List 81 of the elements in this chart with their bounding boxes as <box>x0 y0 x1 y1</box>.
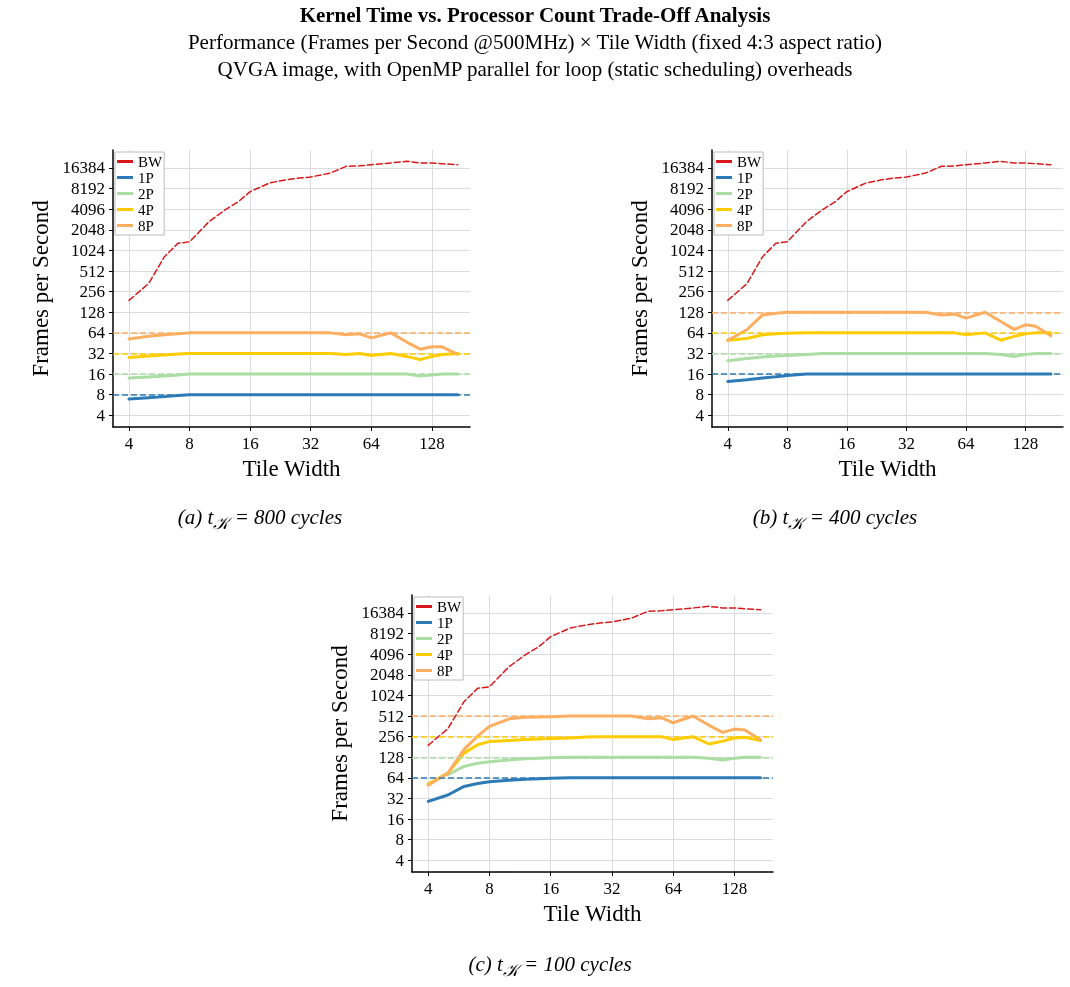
x-tick-label: 16 <box>838 434 856 453</box>
y-tick-label: 1024 <box>670 240 705 260</box>
y-tick-label: 64 <box>387 768 405 788</box>
x-tick-label: 4 <box>423 879 433 898</box>
x-tick-label: 128 <box>419 434 445 453</box>
y-tick-label: 128 <box>678 302 704 322</box>
legend-label: BW <box>138 153 163 170</box>
legend-label: 2P <box>437 630 453 647</box>
y-tick-label: 8 <box>96 385 105 405</box>
x-tick-label: 8 <box>185 434 194 453</box>
y-tick-label: 1024 <box>71 240 106 260</box>
y-tick-label: 256 <box>79 282 105 302</box>
legend-label: 1P <box>138 169 154 186</box>
y-tick-label: 16384 <box>661 158 705 178</box>
y-tick-label: 4 <box>96 405 106 425</box>
legend-label: BW <box>437 598 462 615</box>
x-tick-label: 16 <box>241 434 259 453</box>
x-tick-label: 8 <box>485 879 494 898</box>
x-tick-label: 32 <box>302 434 320 453</box>
x-tick-label: 64 <box>957 434 975 453</box>
y-tick-label: 32 <box>88 343 105 363</box>
y-tick-label: 2048 <box>370 665 404 685</box>
x-tick-label: 16 <box>542 879 560 898</box>
y-tick-label: 64 <box>88 323 106 343</box>
y-tick-label: 128 <box>79 302 105 322</box>
y-tick-label: 512 <box>678 261 704 281</box>
y-tick-label: 16384 <box>62 158 106 178</box>
legend-label: 8P <box>437 662 453 679</box>
y-tick-label: 8192 <box>71 179 105 199</box>
y-tick-label: 32 <box>387 788 404 808</box>
x-tick-label: 4 <box>723 434 733 453</box>
x-tick-label: 128 <box>1012 434 1039 453</box>
y-tick-label: 4096 <box>370 644 404 664</box>
y-tick-label: 128 <box>378 747 404 767</box>
y-tick-label: 512 <box>378 706 404 726</box>
y-tick-label: 8192 <box>670 179 704 199</box>
y-tick-label: 1024 <box>370 685 405 705</box>
y-tick-label: 256 <box>378 727 404 747</box>
x-axis-title: Tile Width <box>242 455 342 481</box>
x-axis-title: Tile Width <box>838 455 938 481</box>
x-tick-label: 32 <box>897 434 915 453</box>
x-tick-label: 4 <box>124 434 134 453</box>
x-tick-label: 32 <box>603 879 621 898</box>
y-tick-label: 4 <box>395 850 405 870</box>
text: Kernel Time vs. Processor Count Trade-Off Analysis <box>298 2 772 29</box>
legend-label: 8P <box>737 217 753 234</box>
legend-label: 1P <box>437 614 453 631</box>
y-tick-label: 8192 <box>370 624 404 644</box>
text: (b) t$_{𝒦}$ = 400 cycles <box>751 505 919 535</box>
legend-label: 1P <box>737 169 753 186</box>
y-tick-label: 4096 <box>71 199 105 219</box>
y-axis-title: Frames per Second <box>326 644 352 822</box>
y-tick-label: 16 <box>88 364 105 384</box>
y-axis-title: Frames per Second <box>626 199 652 377</box>
x-axis-title: Tile Width <box>543 900 643 926</box>
y-tick-label: 256 <box>678 282 704 302</box>
legend-label: BW <box>737 153 762 170</box>
y-tick-label: 4 <box>695 405 705 425</box>
y-tick-label: 16 <box>387 809 404 829</box>
legend-label: 4P <box>138 201 154 218</box>
text: (c) t$_{𝒦}$ = 100 cycles <box>467 952 633 982</box>
x-tick-label: 8 <box>783 434 792 453</box>
y-tick-label: 2048 <box>670 220 704 240</box>
y-tick-label: 2048 <box>71 220 105 240</box>
legend-label: 2P <box>737 185 753 202</box>
y-tick-label: 8 <box>395 830 404 850</box>
text: (a) t$_{𝒦}$ = 800 cycles <box>176 505 344 535</box>
y-axis-title: Frames per Second <box>27 199 53 377</box>
y-tick-label: 8 <box>695 385 704 405</box>
legend-label: 4P <box>437 646 453 663</box>
y-tick-label: 512 <box>79 261 105 281</box>
y-tick-label: 16384 <box>361 603 405 623</box>
legend-label: 4P <box>737 201 753 218</box>
y-tick-label: 4096 <box>670 199 704 219</box>
legend-label: 8P <box>138 217 154 234</box>
y-tick-label: 64 <box>687 323 705 343</box>
y-tick-label: 32 <box>687 343 704 363</box>
x-tick-label: 128 <box>721 879 748 898</box>
legend-label: 2P <box>138 185 154 202</box>
y-tick-label: 16 <box>687 364 704 384</box>
text: Performance (Frames per Second @500MHz) × Tile Width (fixed 4:3 aspect ratio) QVGA image, with OpenMP parallel for loop (static scheduling) overheads <box>186 29 884 83</box>
